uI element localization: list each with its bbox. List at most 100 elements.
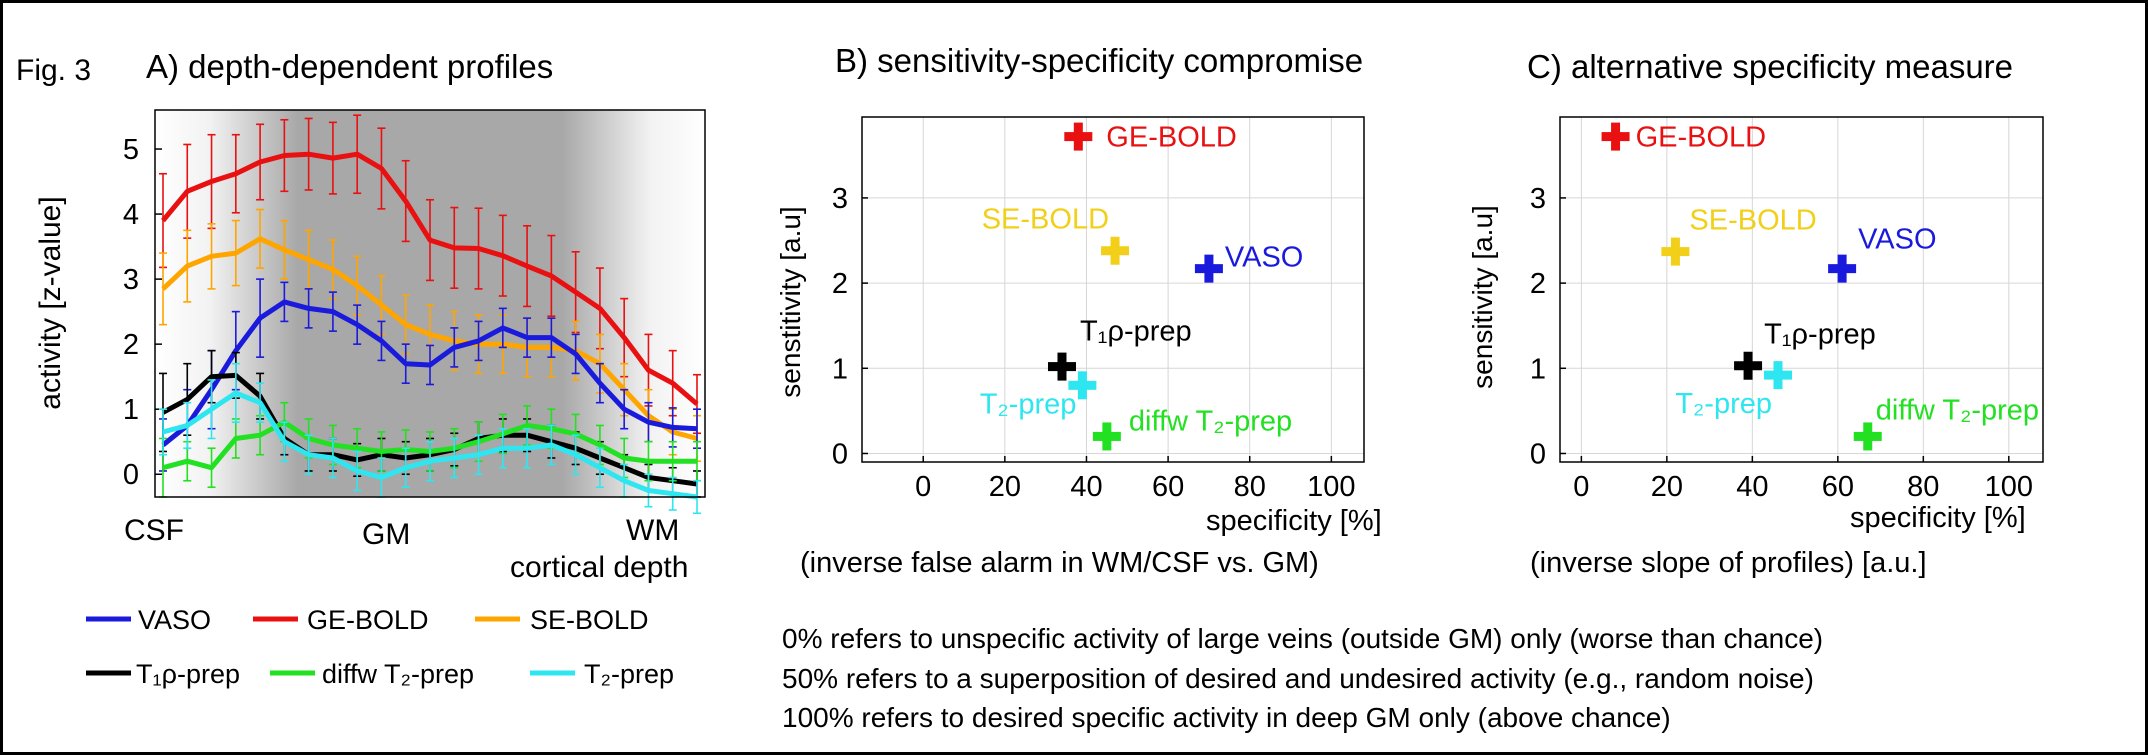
panel-b-ytick-label-0: 0 xyxy=(832,438,848,470)
panel-b-label-ge-bold: GE-BOLD xyxy=(1106,122,1237,154)
panel-c-xtick-label-4: 80 xyxy=(1907,471,1939,503)
panel-b-point-se-bold xyxy=(1101,236,1130,265)
panel-c-point-t1rho-prep xyxy=(1734,351,1763,380)
panel-b-chart: 0 20 40 60 80 100 0 1 2 3 GE-BOLD SE-BOLD VASO T₁ρ-p… xyxy=(832,116,1365,503)
panel-b-marker-v-ge-bold xyxy=(1073,122,1083,151)
legend-label-se-bold: SE-BOLD xyxy=(530,605,649,635)
panel-b-x-axis-label: specificity [%] xyxy=(1206,505,1382,537)
panel-b-xtick-label-2: 40 xyxy=(1070,471,1102,503)
legend-label-t2-prep: T₂-prep xyxy=(584,659,674,689)
profile-line-ge-bold xyxy=(161,151,699,406)
panel-b-xtick-label-5: 100 xyxy=(1307,471,1355,503)
panel-c-xtick-label-5: 100 xyxy=(1985,471,2033,503)
panel-b-label-vaso: VASO xyxy=(1225,242,1303,274)
panel-a-ytick-label-4: 4 xyxy=(123,199,139,231)
panel-c-xtick-label-3: 60 xyxy=(1822,471,1854,503)
panel-b-xtick-label-3: 60 xyxy=(1152,471,1184,503)
panel-c-xtick-label-1: 20 xyxy=(1651,471,1683,503)
panel-c-xtick-label-0: 0 xyxy=(1573,471,1589,503)
panel-a-xtick-csf: CSF xyxy=(124,514,184,547)
series-t2-prep xyxy=(159,362,701,515)
panel-b-axes-box xyxy=(861,116,1365,463)
panel-b-points: GE-BOLD SE-BOLD VASO T₁ρ-prep T₂-prep diffw T… xyxy=(980,122,1303,451)
panel-a-ytick-label-0: 0 xyxy=(123,459,139,491)
legend-label-vaso: VASO xyxy=(138,605,211,635)
panel-c-point-t2-prep xyxy=(1763,361,1792,390)
panel-c-point-vaso xyxy=(1828,254,1857,283)
panel-c-label-vaso: VASO xyxy=(1858,224,1936,256)
panel-c-marker-v-t2-prep xyxy=(1773,361,1783,390)
panel-c-ytick-label-2: 2 xyxy=(1530,268,1546,300)
panel-c-marker-v-diffw-t2-prep xyxy=(1863,422,1873,451)
panel-c-label-t2-prep: T₂-prep xyxy=(1675,388,1772,420)
panel-b-ytick-label-2: 2 xyxy=(832,268,848,300)
panel-c-chart: 0 20 40 60 80 100 0 1 2 3 GE-BOLD SE-BOLD VASO T₁ρ-p… xyxy=(1530,116,2044,503)
panel-a-ytick-label-1: 1 xyxy=(123,394,139,426)
panel-c-grid xyxy=(1560,117,2043,462)
panel-b-grid xyxy=(862,117,1364,462)
panel-b-label-diffw-t2-prep: diffw T₂-prep xyxy=(1129,405,1292,437)
panel-b-marker-v-se-bold xyxy=(1110,236,1120,265)
note-100-percent: 100% refers to desired specific activity… xyxy=(782,702,1671,733)
panel-b-label-t2-prep: T₂-prep xyxy=(980,388,1077,420)
panel-b-point-vaso xyxy=(1194,254,1223,283)
panel-c-point-ge-bold xyxy=(1601,122,1630,151)
panel-b-ticks: 0 20 40 60 80 100 0 1 2 3 xyxy=(832,183,1356,503)
panel-b-ytick-label-1: 1 xyxy=(832,353,848,385)
panel-b-point-diffw-t2-prep xyxy=(1092,422,1121,451)
panel-c-marker-v-se-bold xyxy=(1670,237,1680,266)
panel-a-ytick-label-5: 5 xyxy=(123,134,139,166)
panel-b-marker-v-t1rho-prep xyxy=(1057,352,1067,381)
panel-b-marker-v-vaso xyxy=(1204,254,1214,283)
legend-label-t1rho-prep: T₁ρ-prep xyxy=(136,659,240,689)
legend-label-ge-bold: GE-BOLD xyxy=(307,605,429,635)
profile-line-vaso xyxy=(161,299,698,447)
panel-a-xtick-wm: WM xyxy=(626,514,679,547)
panel-c-label-se-bold: SE-BOLD xyxy=(1689,205,1816,237)
panel-c-subtitle: (inverse slope of profiles) [a.u.] xyxy=(1530,547,1927,579)
panel-c-ytick-label-1: 1 xyxy=(1530,353,1546,385)
panel-b-xtick-label-1: 20 xyxy=(989,471,1021,503)
panel-a-title: A) depth-dependent profiles xyxy=(146,48,553,85)
panel-b-marker-v-t2-prep xyxy=(1077,371,1087,400)
panel-c-ticks: 0 20 40 60 80 100 0 1 2 3 xyxy=(1530,183,2033,503)
panel-c-title: C) alternative specificity measure xyxy=(1527,48,2013,85)
panel-c-ytick-label-0: 0 xyxy=(1530,438,1546,470)
panel-b-label-t1rho-prep: T₁ρ-prep xyxy=(1080,316,1192,348)
panel-c-point-diffw-t2-prep xyxy=(1853,422,1882,451)
panel-c-label-diffw-t2-prep: diffw T₂-prep xyxy=(1876,394,2039,426)
panel-c-x-axis-label: specificity [%] xyxy=(1850,502,2026,534)
panel-b-xtick-label-0: 0 xyxy=(915,471,931,503)
series-vaso xyxy=(159,278,701,472)
panel-a-x-axis-label: cortical depth xyxy=(510,551,688,584)
panel-b-marker-v-diffw-t2-prep xyxy=(1102,422,1112,451)
panel-a-legend: VASO GE-BOLD SE-BOLD T₁ρ-prep diffw T₂-p… xyxy=(86,605,674,689)
panel-a-ytick-label-2: 2 xyxy=(123,329,139,361)
panel-b-y-axis-label: senstitivity [a.u] xyxy=(775,206,806,397)
panel-b-point-ge-bold xyxy=(1064,122,1093,151)
panel-c-point-se-bold xyxy=(1661,237,1690,266)
note-0-percent: 0% refers to unspecific activity of larg… xyxy=(782,623,1823,654)
legend-label-diffw-t2-prep: diffw T₂-prep xyxy=(322,659,474,689)
panel-c-points: GE-BOLD SE-BOLD VASO T₁ρ-prep T₂-prep diffw T… xyxy=(1601,122,2039,451)
figure-label: Fig. 3 xyxy=(16,54,91,87)
panel-a-xtick-gm: GM xyxy=(362,518,410,551)
panel-b-xtick-label-4: 80 xyxy=(1234,471,1266,503)
panel-a-axes-box xyxy=(154,109,706,498)
panel-a-series xyxy=(159,114,701,515)
panel-b-ytick-label-3: 3 xyxy=(832,183,848,215)
series-se-bold xyxy=(159,208,701,463)
panel-b-label-se-bold: SE-BOLD xyxy=(982,204,1109,236)
panel-a-ytick-label-3: 3 xyxy=(123,264,139,296)
panel-c-xtick-label-2: 40 xyxy=(1736,471,1768,503)
panel-c-marker-v-ge-bold xyxy=(1611,122,1621,151)
panel-b-point-t2-prep xyxy=(1068,371,1097,400)
panel-b-title: B) sensitivity-specificity compromise xyxy=(835,42,1363,79)
profile-line-t2-prep xyxy=(162,390,698,500)
note-50-percent: 50% refers to a superposition of desired… xyxy=(782,663,1814,694)
panel-c-marker-v-t1rho-prep xyxy=(1743,351,1753,380)
panel-b-point-t1rho-prep xyxy=(1047,352,1076,381)
panel-c-label-ge-bold: GE-BOLD xyxy=(1636,122,1767,154)
